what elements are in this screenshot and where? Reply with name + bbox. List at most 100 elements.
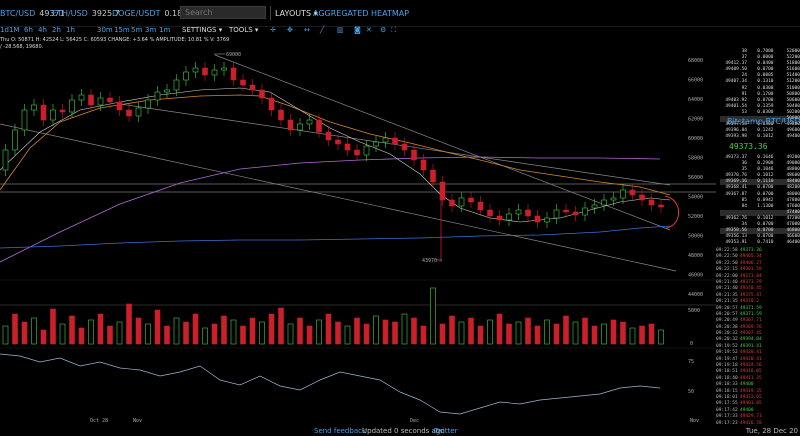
price-axis-label: 54000 xyxy=(688,195,703,201)
order-book-row[interactable]: 92 0.0300 51000 xyxy=(741,85,800,91)
layouts-menu[interactable]: LAYOUTS ▾ xyxy=(275,9,318,18)
twitter-link[interactable]: Twitter xyxy=(434,427,458,435)
timeframe-1h[interactable]: 1h xyxy=(66,26,75,34)
bar-chart-icon[interactable]: ▥ xyxy=(337,26,344,34)
timeframe-1M[interactable]: 1M xyxy=(9,26,20,34)
tools-menu[interactable]: TOOLS ▾ xyxy=(229,26,259,34)
timeframe-1m[interactable]: 1m xyxy=(159,26,171,34)
search-input[interactable] xyxy=(180,6,266,19)
volume-bar xyxy=(12,313,18,345)
ticker-btc[interactable]: BTC/USD 49371 xyxy=(0,9,65,18)
grid-lines xyxy=(0,183,716,193)
candle xyxy=(373,141,379,147)
candle xyxy=(420,159,427,171)
crosshair-icon[interactable]: ✛ xyxy=(270,26,276,34)
volume-bar xyxy=(145,323,151,345)
order-book-row[interactable]: 49403.92 0.0700 50600 xyxy=(725,97,800,103)
ticker-eth[interactable]: ETH/USD 3925.7 xyxy=(52,9,120,18)
volume-bar xyxy=(420,325,427,345)
order-book-row[interactable]: 49393.98 0.1012 49400 xyxy=(725,134,800,140)
send-feedback-link[interactable]: Send feedback xyxy=(314,427,367,435)
timeframe-4h[interactable]: 4h xyxy=(38,26,47,34)
order-book-row[interactable]: 35 0.1046 48800 xyxy=(741,167,800,173)
order-book-row[interactable]: 53 0.0300 50200 xyxy=(741,109,800,115)
order-book-row[interactable]: 37 0.0000 52200 xyxy=(741,55,800,61)
volume-bar xyxy=(297,317,303,345)
annotation-circle[interactable] xyxy=(664,195,680,229)
order-book-row[interactable]: 49368.41 0.0700 48200 xyxy=(725,185,800,191)
order-book-row[interactable]: 24 0.0005 51400 xyxy=(741,73,800,79)
timeframe-30m[interactable]: 30m xyxy=(97,26,113,34)
volume-bar xyxy=(287,323,294,345)
trend-line[interactable] xyxy=(214,54,671,231)
candle xyxy=(515,209,522,215)
x-axis-label: Dec xyxy=(410,418,419,424)
order-book-row[interactable]: 47400 xyxy=(720,209,800,216)
volume-bar xyxy=(639,325,645,345)
price-chart[interactable]: 69000 43970 68000 66000 64000 62000 60000 580… xyxy=(0,50,716,424)
trades-list: 09:22:58 49373.36 09:22:50 49405.34 09:22:50… xyxy=(716,248,800,427)
order-book-row[interactable]: 49362.76 0.1012 47200 xyxy=(725,215,800,221)
order-book-row[interactable]: 49396.04 0.1242 49600 xyxy=(725,128,800,134)
order-book-row[interactable]: 49397.58 0.0300 49800 xyxy=(725,122,800,128)
ticker-doge[interactable]: DOGE/USDT 0.1818 xyxy=(112,9,193,18)
order-book-row[interactable]: 50000 xyxy=(720,116,800,123)
candle xyxy=(477,201,484,211)
timeframe-1d[interactable]: 1d xyxy=(0,26,9,34)
pan-icon[interactable]: ✥ xyxy=(287,26,293,34)
timeframe-6h[interactable]: 6h xyxy=(24,26,33,34)
gear-icon[interactable]: ⚙ xyxy=(380,26,387,34)
order-book-row[interactable]: 49367.87 0.0700 48000 xyxy=(725,191,800,197)
candle xyxy=(401,143,408,151)
trend-line[interactable] xyxy=(0,123,677,272)
volume-bar xyxy=(449,315,455,345)
candle xyxy=(97,97,104,106)
order-book-row[interactable]: 49401.54 0.1359 50400 xyxy=(725,103,800,109)
order-book-row[interactable]: 38 0.7000 52000 xyxy=(741,49,800,54)
order-book-row[interactable]: 49370.76 0.1012 48600 xyxy=(725,173,800,179)
order-book-row[interactable]: 49358.56 0.0700 46800 xyxy=(720,228,800,235)
settings-menu[interactable]: SETTINGS ▾ xyxy=(182,26,223,34)
aggregated-heatmap-link[interactable]: AGGREGATED HEATMAP xyxy=(313,9,410,18)
expand-icon[interactable]: ✕ xyxy=(366,26,372,34)
timeframe-5m[interactable]: 5m xyxy=(131,26,143,34)
volume-bar xyxy=(344,325,351,345)
timeframe-2h[interactable]: 2h xyxy=(52,26,61,34)
fullscreen-icon[interactable]: ⛶ xyxy=(391,26,396,34)
order-book-row[interactable]: 49407.34 0.1310 51200 xyxy=(725,79,800,85)
trade-row: 09:19:18 49424.56 xyxy=(716,363,762,369)
x-axis-label: Nov xyxy=(133,418,142,424)
volume-bar xyxy=(240,325,246,345)
candle xyxy=(202,67,208,76)
timeframe-15m[interactable]: 15m xyxy=(114,26,130,34)
trade-row: 09:18:15 49419.35 xyxy=(716,388,762,394)
order-book-row[interactable]: 49412.37 0.0400 51800 xyxy=(725,61,800,67)
volume-bar xyxy=(78,327,85,345)
candle xyxy=(183,71,189,81)
order-book-row[interactable]: 49353.91 0.7410 46400 xyxy=(725,240,800,246)
order-book-row[interactable]: 49373.37 0.1646 49200 xyxy=(725,155,800,160)
volume-bar xyxy=(620,321,626,345)
volume-bar xyxy=(553,323,560,345)
candle xyxy=(40,104,47,121)
volume-bar xyxy=(40,329,47,345)
timeframe-3m[interactable]: 3m xyxy=(145,26,157,34)
order-book-asks: 38 0.7000 52000 37 0.0000 52200 49412.37 0.0400… xyxy=(720,49,800,140)
ruler-icon[interactable]: ╱ xyxy=(320,26,325,34)
candlestick-series[interactable] xyxy=(2,62,664,262)
order-book-row[interactable]: 84 1.1300 47600 xyxy=(741,203,800,209)
camera-icon[interactable]: ◙ xyxy=(354,26,361,34)
volume-bar xyxy=(183,321,189,345)
order-book-row[interactable]: 49369.16 0.1110 48400 xyxy=(720,179,800,186)
measure-icon[interactable]: ↔ xyxy=(304,26,310,34)
order-book-row[interactable]: 49409.50 0.0700 51600 xyxy=(725,67,800,73)
order-book-row[interactable]: 91 0.1700 50800 xyxy=(741,91,800,97)
order-book-row[interactable]: 36 0.2900 49000 xyxy=(741,161,800,167)
price-axis-label: 56000 xyxy=(688,175,703,181)
price-axis: 68000 66000 64000 62000 60000 58000 56000 54000… xyxy=(688,58,703,298)
order-book-row[interactable]: 49356.13 0.0700 46600 xyxy=(725,234,800,240)
order-book-row[interactable]: 85 0.0942 47800 xyxy=(741,197,800,203)
order-book-row[interactable]: 34 0.0700 47000 xyxy=(741,222,800,228)
volume-bar xyxy=(278,307,284,345)
top-bar: BTC/USD 49371 ETH/USD 3925.7 DOGE/USDT 0.18… xyxy=(0,0,800,27)
